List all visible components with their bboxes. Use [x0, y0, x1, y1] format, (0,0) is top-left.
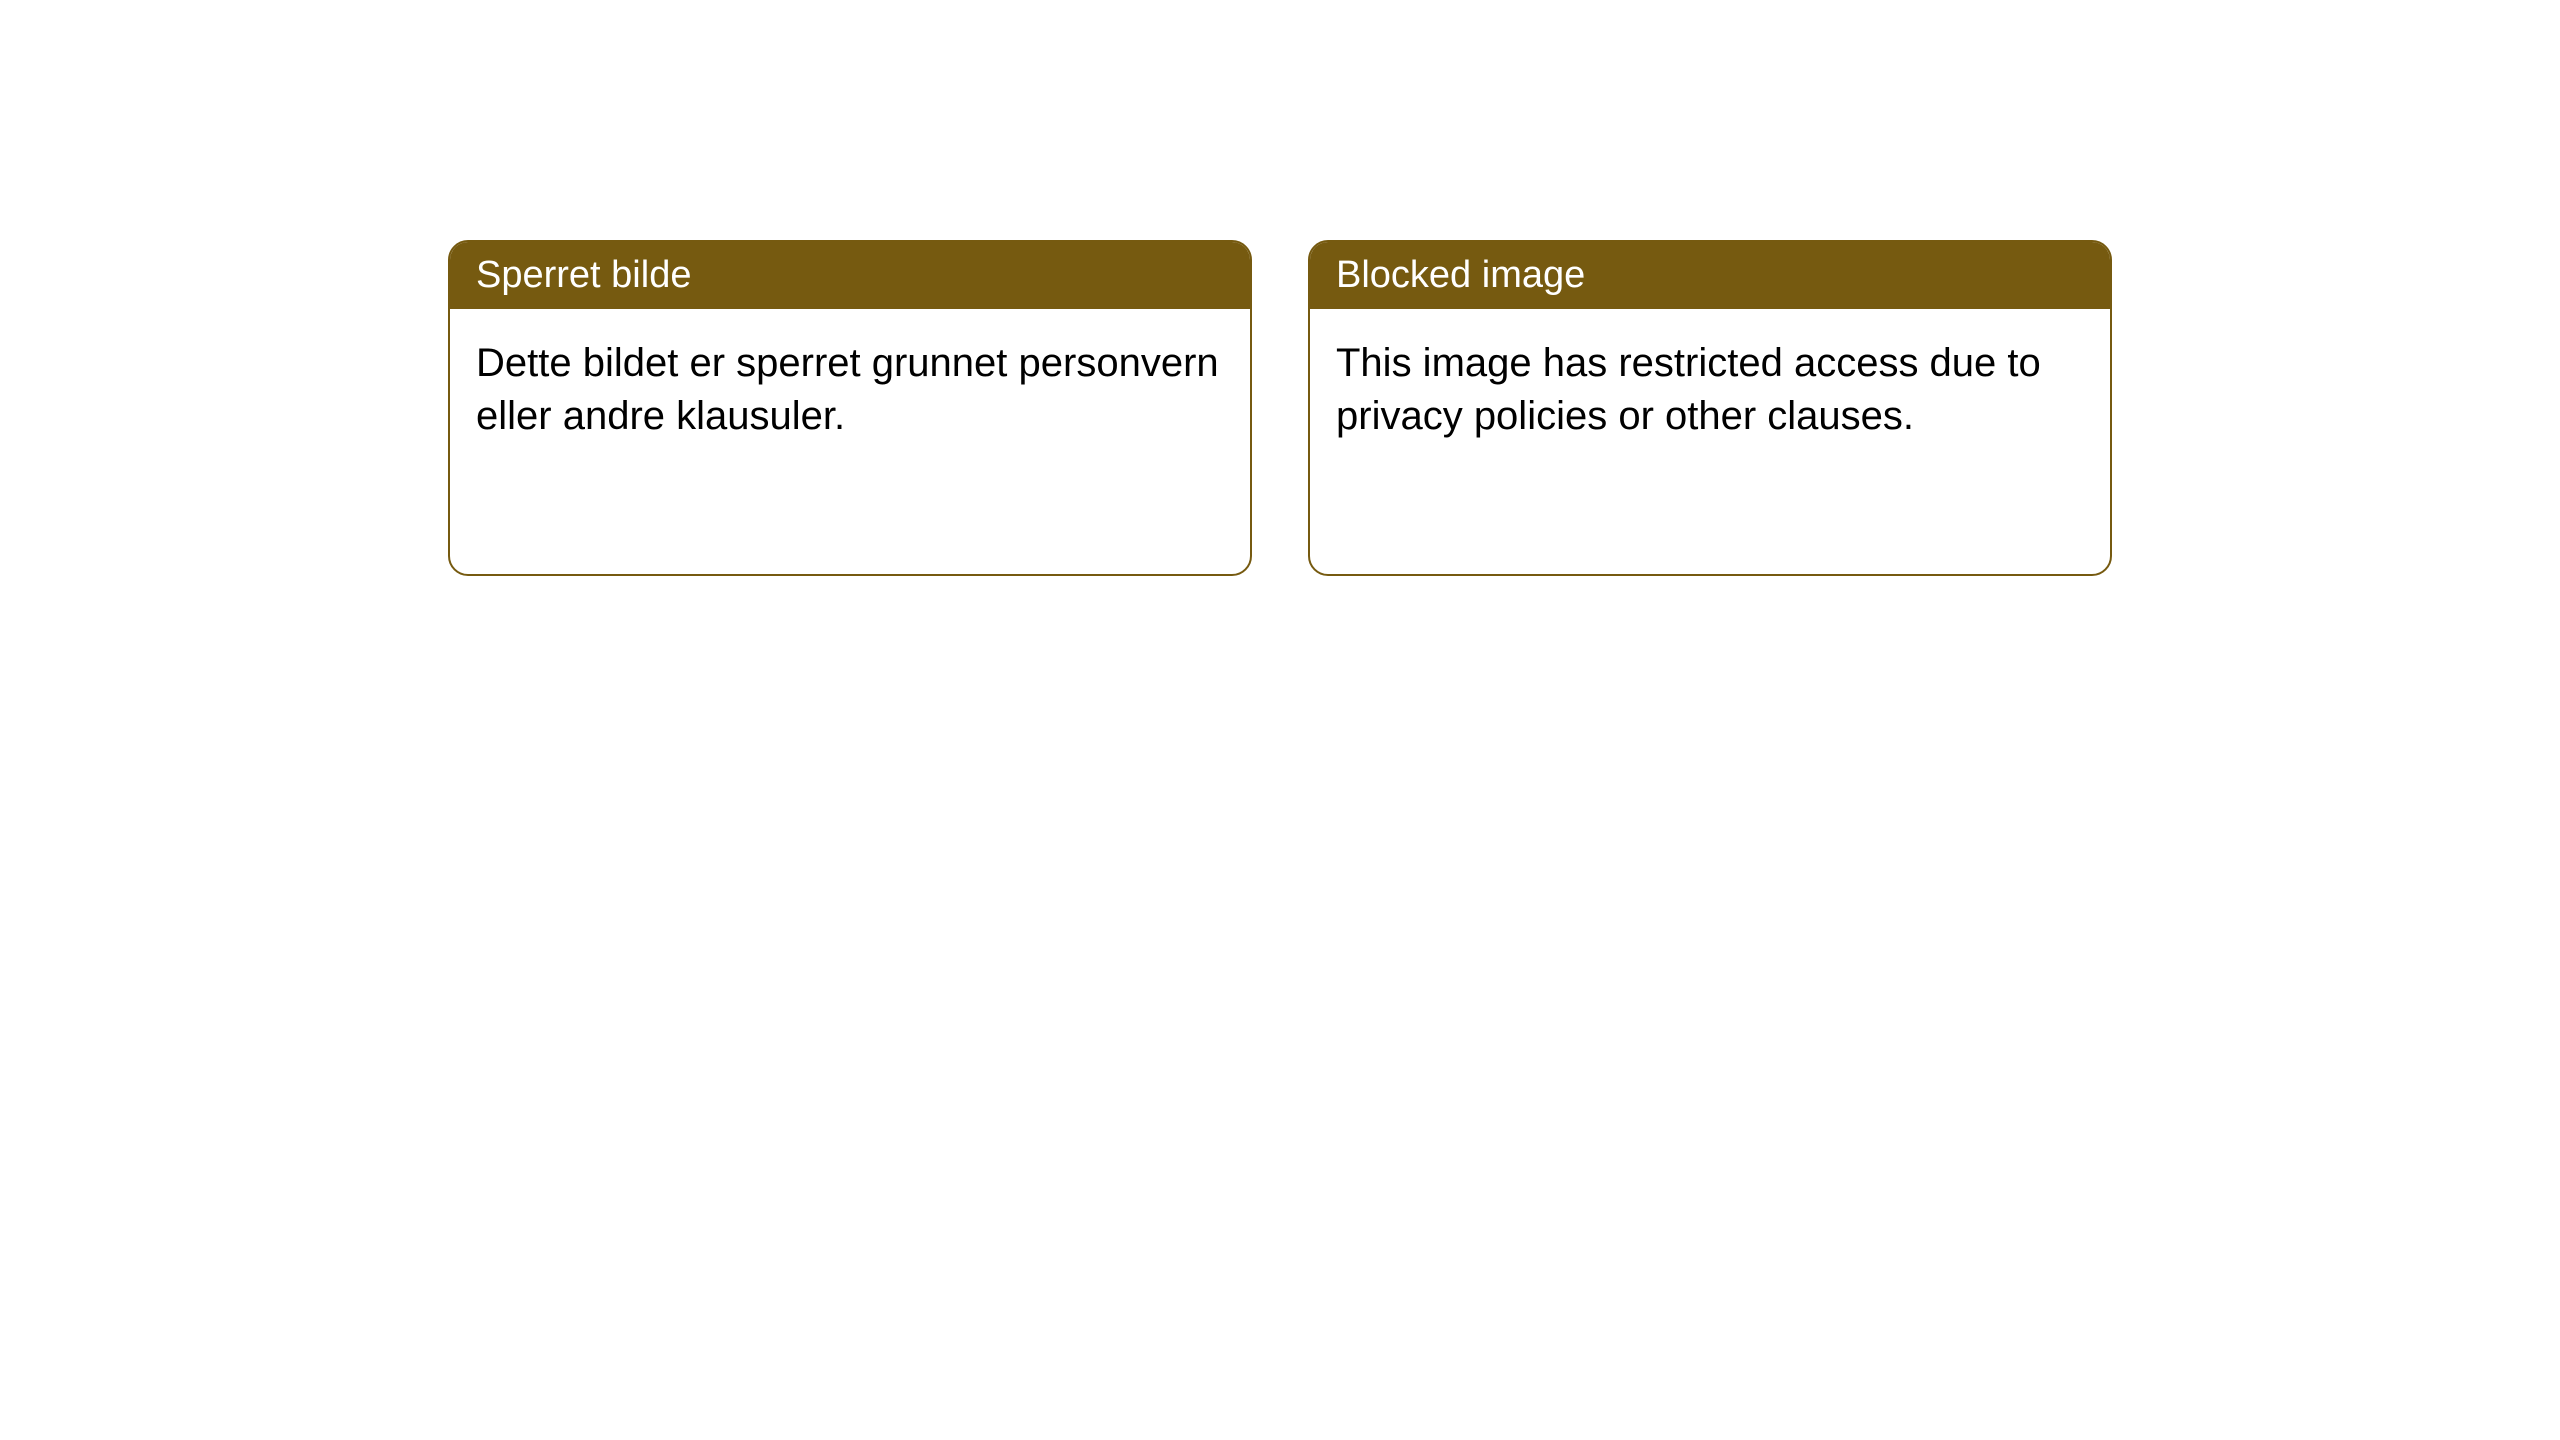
notice-title: Sperret bilde: [450, 242, 1250, 309]
notice-title: Blocked image: [1310, 242, 2110, 309]
notice-body: Dette bildet er sperret grunnet personve…: [450, 309, 1250, 471]
notice-box-norwegian: Sperret bilde Dette bildet er sperret gr…: [448, 240, 1252, 576]
notice-body: This image has restricted access due to …: [1310, 309, 2110, 471]
notice-container: Sperret bilde Dette bildet er sperret gr…: [0, 0, 2560, 576]
notice-box-english: Blocked image This image has restricted …: [1308, 240, 2112, 576]
